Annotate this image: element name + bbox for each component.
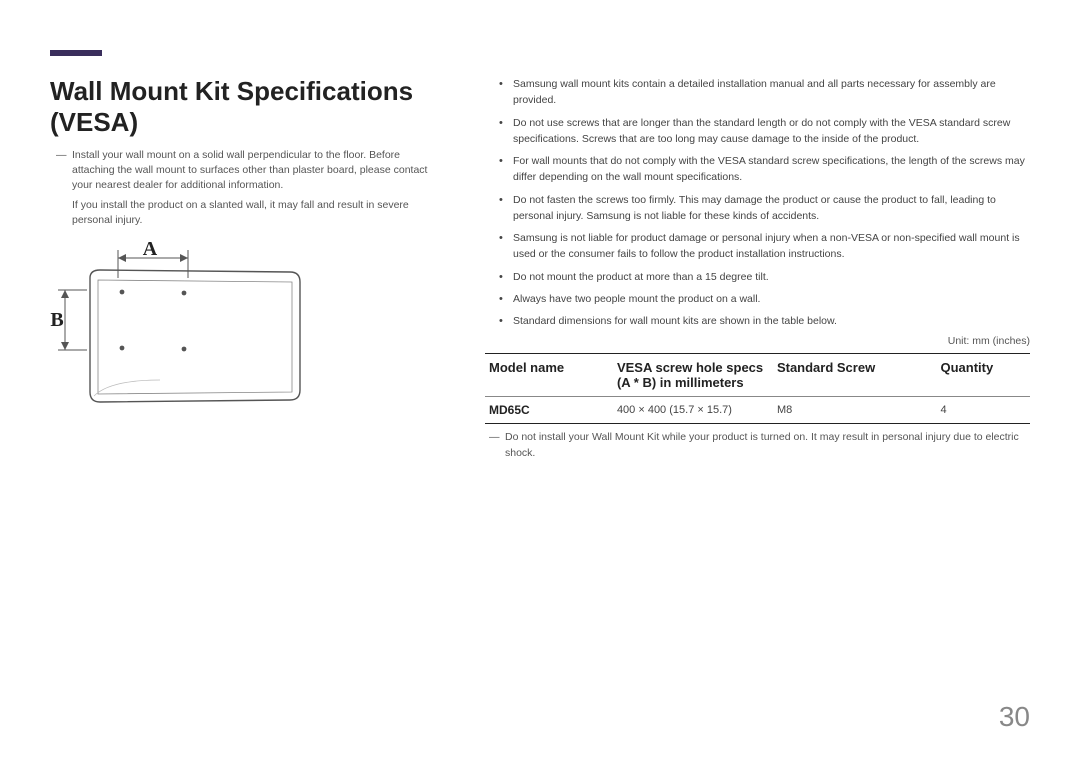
bullet-item: Samsung wall mount kits contain a detail… [513,76,1030,109]
col-screw: Standard Screw [773,354,937,397]
bullet-item: Standard dimensions for wall mount kits … [513,313,1030,329]
page-content: Wall Mount Kit Specifications (VESA) Ins… [50,76,1030,461]
bullet-item: Do not fasten the screws too firmly. Thi… [513,192,1030,225]
right-column: Samsung wall mount kits contain a detail… [485,76,1030,461]
page-number: 30 [999,701,1030,733]
bullet-item: Samsung is not liable for product damage… [513,230,1030,263]
accent-bar [50,50,102,56]
diagram-label-a: A [143,240,158,260]
bullet-item: Do not use screws that are longer than t… [513,115,1030,148]
left-column: Wall Mount Kit Specifications (VESA) Ins… [50,76,445,461]
col-model: Model name [485,354,613,397]
cell-screw: M8 [773,397,937,424]
cell-model: MD65C [485,397,613,424]
spec-table: Model name VESA screw hole specs (A * B)… [485,353,1030,424]
unit-note: Unit: mm (inches) [485,335,1030,347]
install-note-1: Install your wall mount on a solid wall … [50,148,445,194]
vesa-diagram: A B [50,240,445,425]
col-qty: Quantity [937,354,1031,397]
install-note-2: If you install the product on a slanted … [50,198,445,228]
col-vesa: VESA screw hole specs (A * B) in millime… [613,354,773,397]
bullet-item: Do not mount the product at more than a … [513,269,1030,285]
table-header-row: Model name VESA screw hole specs (A * B)… [485,354,1030,397]
footer-warning: Do not install your Wall Mount Kit while… [485,430,1030,460]
page-title: Wall Mount Kit Specifications (VESA) [50,76,445,138]
cell-vesa: 400 × 400 (15.7 × 15.7) [613,397,773,424]
diagram-label-b: B [50,309,63,331]
bullet-item: Always have two people mount the product… [513,291,1030,307]
bullet-item: For wall mounts that do not comply with … [513,153,1030,186]
cell-qty: 4 [937,397,1031,424]
warning-bullet-list: Samsung wall mount kits contain a detail… [485,76,1030,329]
table-row: MD65C 400 × 400 (15.7 × 15.7) M8 4 [485,397,1030,424]
